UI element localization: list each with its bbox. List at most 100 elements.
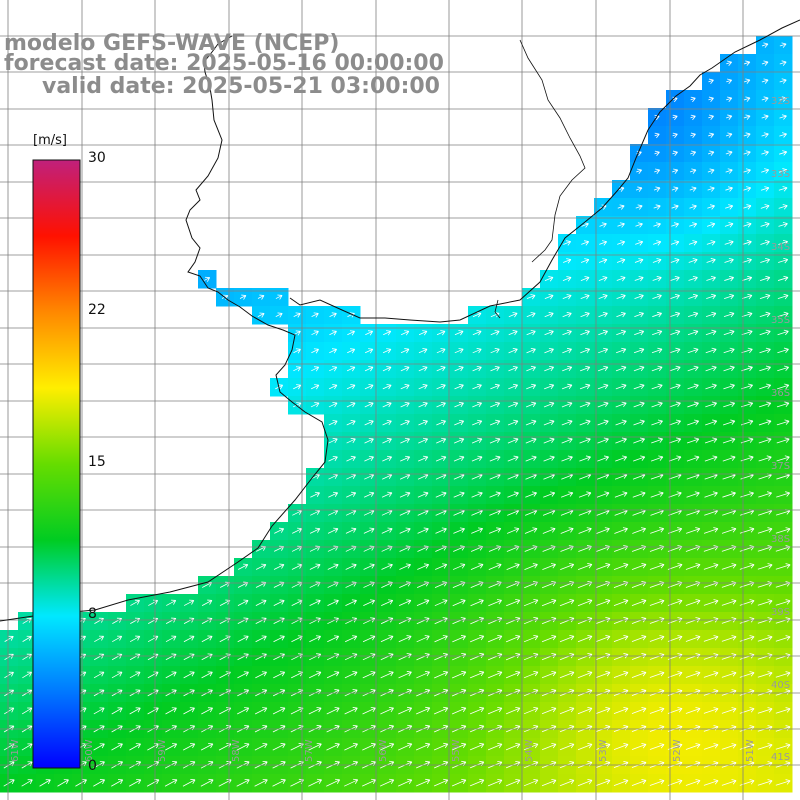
wind-arrow [383, 330, 392, 336]
wind-arrow [507, 491, 519, 498]
wind-arrow [346, 455, 356, 462]
wind-arrow [490, 365, 500, 372]
wind-arrow [561, 437, 573, 444]
wind-arrow [777, 383, 790, 390]
wind-arrow [363, 527, 375, 534]
wind-arrow [723, 383, 735, 390]
wind-arrow [725, 204, 734, 210]
wind-arrow [381, 599, 394, 607]
wind-arrow [311, 366, 320, 372]
wind-arrow [778, 239, 788, 246]
wind-arrow [579, 383, 591, 390]
wind-arrow [364, 455, 374, 462]
wind-arrow [559, 707, 575, 715]
wind-arrow [363, 563, 375, 570]
wind-arrow [690, 132, 696, 139]
wind-arrow [703, 743, 719, 750]
wind-arrow [3, 779, 15, 787]
lon-label: 56W [378, 739, 389, 762]
wind-arrow [400, 348, 410, 354]
colorbar-tick-30: 30 [88, 150, 106, 166]
wind-arrow [708, 114, 714, 121]
wind-arrow [725, 168, 733, 174]
wind-arrow [742, 222, 752, 228]
wind-arrow [779, 132, 787, 138]
wind-arrow [723, 365, 735, 372]
wind-arrow [329, 330, 337, 336]
wind-arrow [704, 437, 718, 444]
wind-arrow [328, 455, 338, 462]
wind-arrow [418, 437, 429, 444]
wind-arrow [561, 419, 573, 426]
wind-arrow [632, 527, 646, 534]
wind-arrow [559, 671, 575, 679]
wind-arrow [436, 366, 446, 372]
wind-arrow [418, 401, 428, 408]
wind-arrow [705, 383, 717, 390]
wind-arrow [490, 401, 501, 408]
wind-arrow [741, 347, 753, 354]
wind-arrow [775, 563, 791, 570]
wind-arrow [94, 635, 105, 643]
wind-arrow [652, 311, 663, 318]
wind-arrow [706, 240, 716, 246]
wind-arrow [344, 635, 358, 643]
wind-arrow [454, 366, 464, 372]
wind-arrow [544, 365, 555, 372]
wind-arrow [671, 204, 679, 210]
wind-arrow [721, 653, 737, 660]
wind-arrow [688, 276, 698, 282]
wind-arrow [560, 563, 575, 571]
wind-arrow [381, 491, 393, 498]
wind-arrow [344, 778, 359, 787]
wind-arrow [654, 132, 660, 139]
wind-arrow [526, 312, 536, 318]
wind-arrow [433, 778, 449, 787]
wind-arrow [777, 365, 789, 372]
wind-arrow [595, 743, 611, 751]
wind-arrow [653, 204, 661, 210]
wind-arrow [721, 635, 737, 642]
wind-arrow [363, 599, 376, 606]
wind-arrow [471, 491, 483, 498]
wind-arrow [508, 312, 518, 318]
wind-arrow [722, 437, 736, 444]
wind-arrow [415, 706, 431, 715]
wind-arrow [633, 401, 645, 408]
wind-arrow [650, 491, 664, 498]
wind-arrow [559, 599, 575, 607]
wind-arrow [689, 204, 697, 210]
wind-arrow [523, 634, 539, 643]
wind-arrow [776, 419, 790, 426]
wind-arrow [631, 779, 647, 786]
wind-arrow [669, 365, 681, 372]
wind-arrow [544, 347, 554, 354]
wind-arrow [147, 635, 159, 643]
wind-arrow [635, 204, 643, 210]
wind-arrow [579, 455, 591, 462]
wind-arrow [778, 204, 788, 210]
wind-arrow [614, 491, 628, 498]
wind-arrow [238, 563, 249, 570]
wind-arrow [183, 707, 195, 715]
wind-arrow [580, 258, 590, 264]
wind-arrow [708, 132, 715, 138]
wind-arrow [775, 779, 791, 786]
wind-arrow [275, 294, 283, 300]
wind-arrow [580, 276, 590, 282]
wind-arrow [472, 401, 482, 408]
wind-arrow [508, 330, 518, 336]
wind-arrow [561, 491, 574, 498]
wind-arrow [668, 491, 682, 498]
wind-arrow [721, 707, 737, 714]
wind-arrow [706, 275, 716, 282]
wind-arrow [364, 402, 374, 408]
wind-arrow [182, 743, 196, 751]
wind-arrow [559, 743, 575, 751]
wind-arrow [507, 419, 519, 426]
wind-arrow [689, 186, 697, 192]
wind-arrow [725, 150, 733, 156]
wind-arrow [505, 778, 521, 787]
wind-arrow [668, 455, 682, 462]
